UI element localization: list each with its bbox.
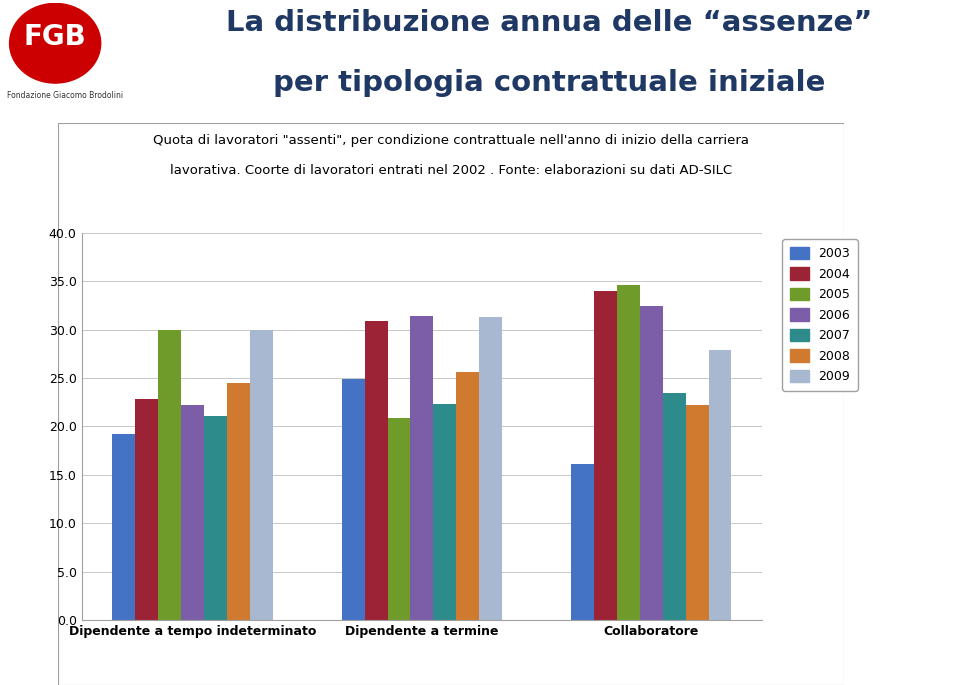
Bar [364, 321, 387, 620]
Bar [410, 316, 433, 620]
Bar [663, 393, 686, 620]
Bar [640, 306, 663, 620]
Legend: 2003, 2004, 2005, 2006, 2007, 2008, 2009: 2003, 2004, 2005, 2006, 2007, 2008, 2009 [783, 239, 858, 390]
Bar [135, 399, 158, 620]
Text: Fondazione Giacomo Brodolini: Fondazione Giacomo Brodolini [7, 91, 123, 100]
Text: per tipologia contrattuale iniziale: per tipologia contrattuale iniziale [273, 69, 825, 97]
Bar [594, 291, 617, 620]
Bar [387, 418, 410, 620]
Bar [571, 464, 594, 620]
Bar [617, 285, 640, 620]
Bar [112, 434, 135, 620]
Circle shape [10, 3, 101, 83]
Text: La distribuzione annua delle “assenze”: La distribuzione annua delle “assenze” [225, 9, 873, 37]
Bar [204, 416, 227, 620]
Bar [227, 383, 250, 620]
Bar [158, 329, 181, 620]
Bar [250, 329, 273, 620]
Text: FGB: FGB [24, 23, 86, 51]
Bar [433, 404, 456, 620]
Bar [341, 379, 364, 620]
Bar [456, 372, 480, 620]
Bar [480, 317, 503, 620]
Bar [686, 405, 709, 620]
Text: Quota di lavoratori "assenti", per condizione contrattuale nell'anno di inizio d: Quota di lavoratori "assenti", per condi… [152, 134, 749, 147]
Bar [709, 350, 732, 620]
Bar [181, 405, 204, 620]
Text: lavorativa. Coorte di lavoratori entrati nel 2002 . Fonte: elaborazioni su dati : lavorativa. Coorte di lavoratori entrati… [170, 164, 732, 177]
